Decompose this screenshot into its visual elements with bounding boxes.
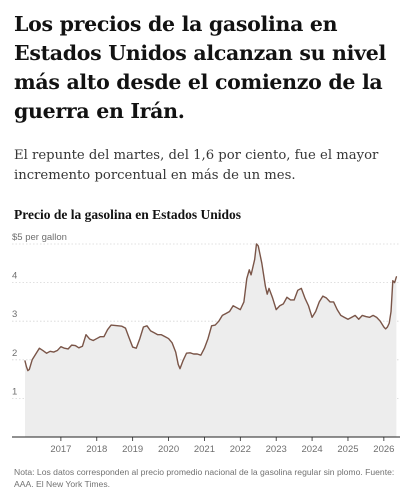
y-axis-labels: 1 2 3 4 $5 per gallon [12,232,67,397]
y-tick-label: 3 [12,309,17,320]
area-layer [25,244,397,437]
x-tick-label: 2018 [86,444,107,455]
price-line [24,243,398,372]
x-tick-label: 2021 [194,444,215,455]
x-tick-label: 2022 [230,444,251,455]
x-tick-label: 2024 [302,444,323,455]
x-tick-label: 2017 [50,444,71,455]
headline: Los precios de la gasolina en Estados Un… [14,12,386,123]
x-tick-label: 2019 [122,444,143,455]
y-tick-label: $5 per gallon [12,232,67,243]
y-tick-label: 1 [12,386,17,397]
x-tick-label: 2026 [373,444,394,455]
price-chart: 2017 2018 2019 2020 2021 2022 2023 2024 2025 2026… [12,232,400,455]
y-tick-label: 2 [12,348,17,359]
x-tick-label: 2025 [337,444,358,455]
dek: El repunte del martes, del 1,6 por cient… [14,148,379,183]
chart-title: Precio de la gasolina en Estados Unidos [14,207,242,222]
line-layer [24,243,398,372]
x-tick-label: 2023 [266,444,287,455]
price-area [25,244,397,437]
x-axis: 2017 2018 2019 2020 2021 2022 2023 2024 2025 2026 [12,436,400,455]
x-tick-label: 2020 [158,444,179,455]
source-note: Nota: Los datos corresponden al precio p… [14,467,395,489]
y-tick-label: 4 [12,271,17,282]
